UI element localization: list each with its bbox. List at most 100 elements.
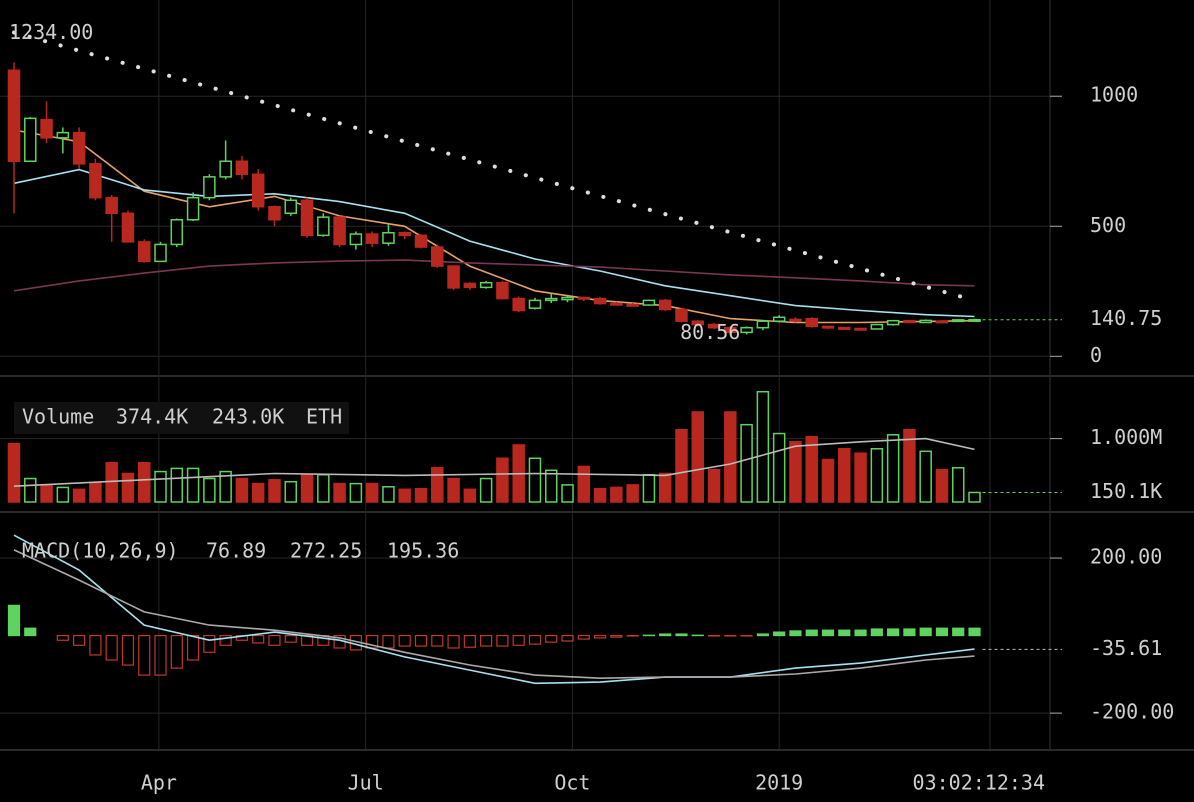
candle-body [235, 160, 249, 175]
candle-body [251, 173, 265, 208]
legend-value: 272.25 [290, 539, 362, 563]
y-tick-label: 500 [1090, 213, 1126, 237]
candle-body [137, 241, 151, 263]
candle-body [219, 160, 232, 178]
candle-body [186, 196, 200, 221]
volume-bar [951, 467, 965, 503]
volume-bar [7, 442, 21, 503]
volume-bar [24, 477, 37, 503]
macd-bar [24, 627, 37, 637]
candle-body [870, 323, 884, 330]
macd-bar [773, 631, 786, 637]
volume-bar [121, 472, 135, 503]
countdown: 03:02:12:34 [913, 771, 1045, 795]
y-tick-label: 200.00 [1090, 545, 1162, 569]
macd-bar [219, 634, 232, 646]
macd-bar [73, 634, 86, 646]
candle-body [577, 296, 591, 300]
candle-body [447, 265, 460, 289]
legend-value: 76.89 [206, 539, 266, 563]
volume-bar [447, 477, 460, 503]
volume-bar [854, 452, 867, 503]
candle-body [105, 196, 118, 215]
macd-bar [463, 634, 476, 648]
candle-body [496, 281, 509, 300]
macd-bar [512, 634, 525, 646]
volume-bar [642, 473, 656, 503]
candle-body [789, 318, 802, 322]
candle-body [821, 325, 835, 329]
volume-bar [300, 473, 314, 503]
candle-body [121, 212, 135, 243]
candle-body [675, 308, 688, 322]
macd-bar [756, 633, 769, 637]
macd-bar [935, 627, 949, 637]
volume-bar [431, 467, 444, 503]
volume-bar [691, 411, 705, 503]
volume-bar [72, 488, 86, 503]
volume-bar [317, 473, 330, 503]
x-tick-label: Apr [141, 771, 177, 795]
candle-body [805, 317, 818, 328]
volume-bar [496, 457, 509, 503]
candle-body [365, 233, 379, 244]
macd-bar [528, 634, 542, 645]
legend-value: 195.36 [387, 539, 459, 563]
volume-bar [707, 468, 721, 503]
candle-body [838, 326, 851, 330]
candle-body [300, 199, 314, 237]
macd-bar [838, 629, 851, 637]
macd-bar [268, 634, 281, 646]
y-tick-label: -200.00 [1090, 700, 1174, 724]
y-tick-label: 1.000M [1090, 425, 1162, 449]
volume-bar [186, 467, 200, 503]
candle-body [170, 219, 184, 246]
candle-body [24, 117, 37, 162]
indicator-line [12, 30, 977, 303]
candle-body [561, 296, 574, 301]
volume-bar [365, 482, 379, 503]
panel-title: Volume [22, 405, 94, 429]
candle-body [626, 303, 639, 307]
volume-bar [544, 469, 558, 503]
candle-body [544, 297, 558, 302]
candle-body [886, 319, 900, 326]
macd-bar [854, 629, 867, 637]
x-tick-label: 2019 [755, 771, 803, 795]
candle-body [935, 320, 949, 324]
candle-body [658, 299, 672, 311]
candle-body [968, 318, 981, 322]
macd-bar [7, 604, 21, 637]
candle-body [40, 118, 53, 139]
volume-bar [740, 423, 753, 503]
macd-bar [887, 628, 900, 637]
candle-body [756, 320, 770, 329]
candle-body [56, 131, 70, 139]
macd-bar [398, 634, 411, 647]
candle-body [382, 232, 395, 244]
volume-bar [398, 488, 411, 503]
volume-bar [219, 470, 232, 503]
volume-bar [724, 411, 737, 503]
macd-bar [577, 634, 590, 640]
candle-body [284, 199, 298, 215]
macd-bar [968, 627, 981, 637]
volume-bar [414, 487, 428, 503]
candle-body [431, 246, 444, 267]
candle-body [463, 282, 477, 289]
volume-bar [838, 448, 851, 503]
volume-bar [349, 482, 363, 503]
macd-bar [284, 634, 297, 643]
candle-body [479, 281, 493, 289]
indicator-line [13, 259, 975, 292]
price-annotation: 80.56 [680, 320, 740, 344]
volume-bar [968, 491, 981, 503]
y-tick-label: 0 [1090, 343, 1102, 367]
macd-bar [154, 634, 167, 676]
last-value-label: 140.75 [1090, 306, 1162, 330]
indicator-line [13, 549, 975, 680]
volume-bar [561, 484, 574, 503]
macd-bar [610, 634, 623, 638]
